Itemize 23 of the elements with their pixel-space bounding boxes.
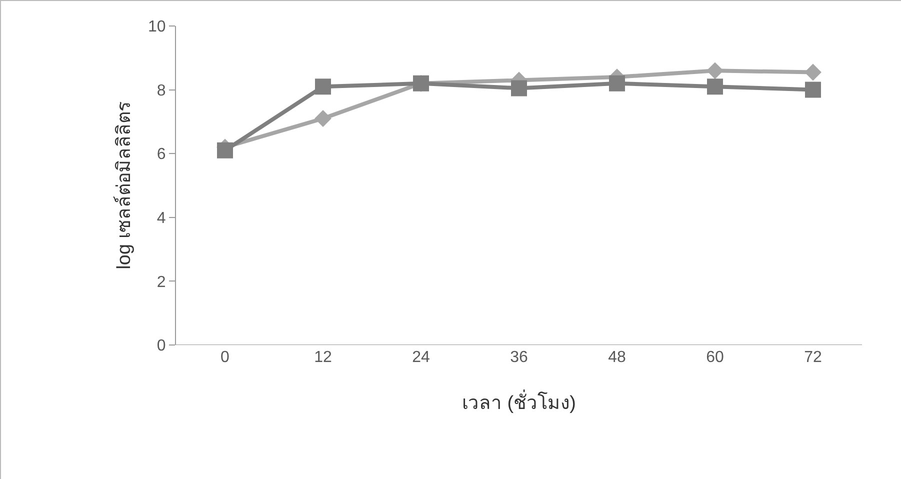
x-tick-label: 12 bbox=[314, 349, 332, 366]
x-axis-title: เวลา (ชั่วโมง) bbox=[462, 388, 576, 414]
y-tick-label: 2 bbox=[156, 274, 166, 291]
point bbox=[511, 80, 527, 96]
y-tick-label: 4 bbox=[156, 210, 166, 227]
point bbox=[805, 82, 821, 98]
point bbox=[707, 78, 723, 95]
x-tick-label: 0 bbox=[220, 349, 230, 366]
x-tick-label: 60 bbox=[706, 349, 724, 366]
y-tick-label: 0 bbox=[156, 338, 166, 355]
point bbox=[315, 78, 331, 95]
y-tick-label: 8 bbox=[156, 82, 166, 100]
y-axis-title: log เซลล์ต่อมิลลิลิตร bbox=[112, 102, 135, 270]
point bbox=[804, 64, 822, 81]
y-tick-label: 6 bbox=[156, 146, 166, 164]
point bbox=[609, 75, 625, 92]
point bbox=[706, 62, 724, 80]
x-tick-label: 72 bbox=[804, 349, 822, 366]
y-tick-label: 10 bbox=[148, 18, 166, 36]
x-tick-label: 48 bbox=[608, 349, 626, 366]
x-tick-label: 24 bbox=[412, 349, 430, 366]
x-tick-label: 36 bbox=[510, 349, 528, 366]
point bbox=[314, 110, 332, 127]
